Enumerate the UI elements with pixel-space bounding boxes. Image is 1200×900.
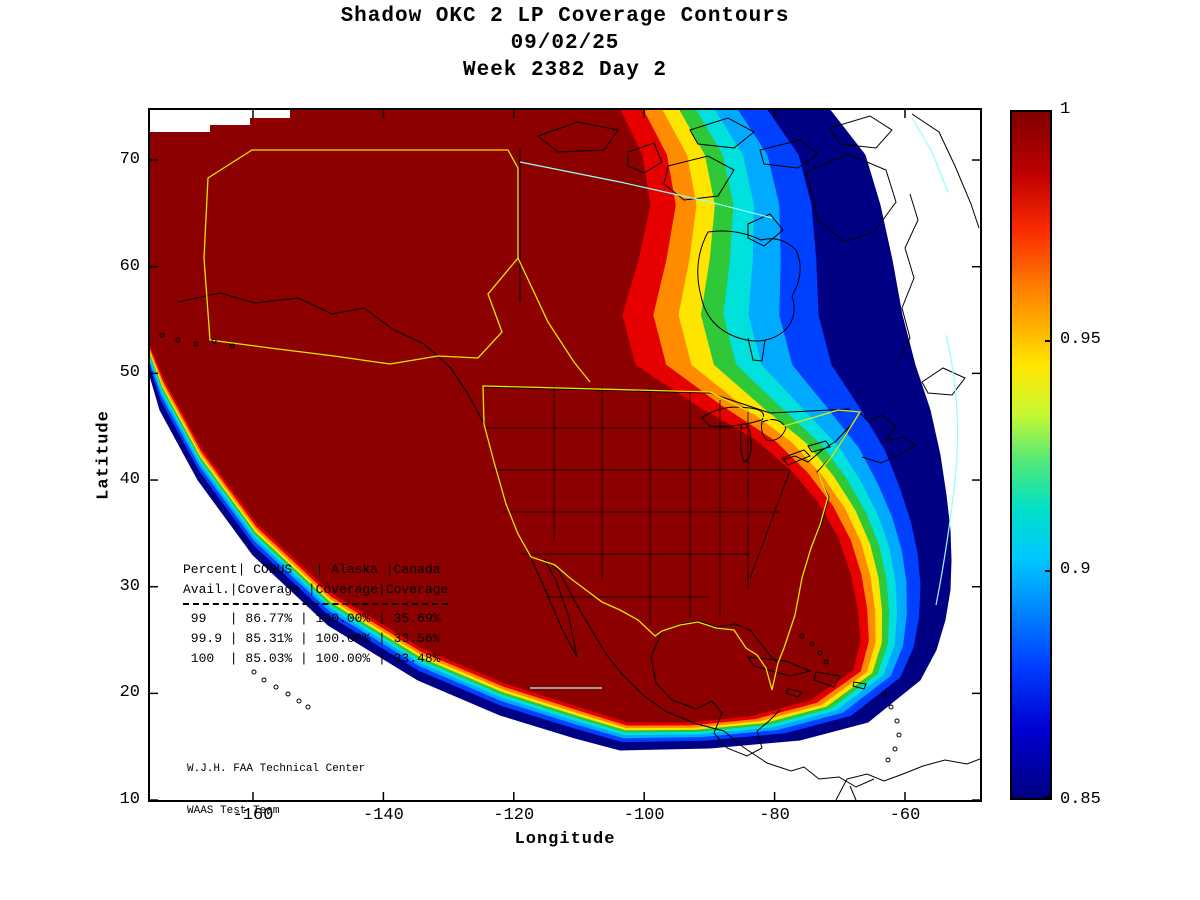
island-dot-5 bbox=[305, 704, 311, 710]
island-dot-10 bbox=[229, 343, 235, 349]
coastline-29 bbox=[781, 449, 811, 466]
x-tick-label--160: -160 bbox=[232, 806, 274, 825]
x-tick-label--100: -100 bbox=[623, 806, 665, 825]
y-tick-label-50: 50 bbox=[119, 363, 140, 383]
fir-boundary-0 bbox=[519, 161, 773, 219]
alaska-boundary-1 bbox=[203, 149, 519, 365]
coastline-14 bbox=[663, 155, 735, 201]
y-tick-label-10: 10 bbox=[119, 790, 140, 810]
island-dot-3 bbox=[285, 691, 291, 697]
coastline-25 bbox=[849, 785, 857, 800]
colorbar-tick-label-0.95: 0.95 bbox=[1060, 330, 1101, 349]
coverage-table-row-0: 99 | 86.77% | 100.00% | 35.69% bbox=[183, 611, 441, 626]
island-dot-1 bbox=[261, 677, 267, 683]
no-data-steps bbox=[150, 110, 290, 132]
colorbar-tick-mark bbox=[1045, 110, 1052, 112]
colorbar bbox=[1010, 110, 1052, 800]
coastline-15 bbox=[805, 153, 897, 243]
coverage-table-header-1: Avail.|Coverage |Coverage|Coverage bbox=[183, 582, 449, 597]
y-tick-label-60: 60 bbox=[119, 256, 140, 276]
coastline-23 bbox=[852, 681, 867, 690]
coastline-16 bbox=[747, 213, 784, 247]
island-dot-20 bbox=[885, 757, 891, 763]
island-dot-13 bbox=[817, 650, 823, 656]
coastline-24 bbox=[835, 758, 980, 800]
island-dot-8 bbox=[193, 341, 199, 347]
colorbar-tick-mark bbox=[1045, 796, 1052, 798]
colorbar-tick-label-0.85: 0.85 bbox=[1060, 790, 1101, 809]
island-dot-6 bbox=[159, 332, 165, 338]
coastline-18 bbox=[829, 115, 893, 149]
title-line-2: 09/02/25 bbox=[510, 32, 620, 55]
coastline-28 bbox=[761, 419, 787, 441]
coastline-10 bbox=[747, 337, 766, 362]
island-dot-18 bbox=[896, 732, 902, 738]
coverage-map-svg bbox=[150, 110, 980, 800]
colorbar-tick-mark bbox=[1045, 340, 1052, 342]
coastline-2 bbox=[543, 558, 875, 788]
credit-line-1: W.J.H. FAA Technical Center bbox=[187, 763, 366, 775]
island-dot-15 bbox=[881, 691, 887, 697]
colorbar-tick-mark bbox=[1045, 570, 1052, 572]
coverage-table-header-0: Percent| CONUS | Alaska |Canada bbox=[183, 562, 441, 577]
island-dot-12 bbox=[809, 641, 815, 647]
x-axis-label: Longitude bbox=[514, 830, 616, 849]
island-dot-4 bbox=[296, 698, 302, 704]
credit-annotation: W.J.H. FAA Technical Center WAAS Test Te… bbox=[187, 734, 365, 846]
state-border-11 bbox=[749, 469, 791, 579]
island-dot-2 bbox=[273, 684, 279, 690]
fir-boundary-1 bbox=[935, 334, 959, 606]
colorbar-tick-label-0.9: 0.9 bbox=[1060, 560, 1091, 579]
island-dot-7 bbox=[175, 337, 181, 343]
coastline-11 bbox=[536, 121, 619, 153]
x-tick-label--80: -80 bbox=[759, 806, 790, 825]
coastline-22 bbox=[785, 688, 803, 698]
island-dot-9 bbox=[211, 338, 217, 344]
fir-boundary-3 bbox=[911, 117, 949, 193]
y-tick-label-30: 30 bbox=[119, 576, 140, 596]
island-dot-17 bbox=[894, 718, 900, 724]
x-tick-label--60: -60 bbox=[889, 806, 921, 825]
colorbar-tick-label-1: 1 bbox=[1060, 100, 1071, 119]
coverage-table: Percent| CONUS | Alaska |Canada Avail.|Co… bbox=[183, 560, 448, 669]
coastline-4 bbox=[650, 630, 781, 757]
alaska-boundary-2 bbox=[517, 257, 591, 383]
coverage-table-separator bbox=[183, 603, 448, 605]
y-tick-label-20: 20 bbox=[119, 683, 140, 703]
coastline-32 bbox=[483, 386, 851, 414]
coastline-7 bbox=[897, 193, 919, 363]
credit-line-2: WAAS Test Team bbox=[187, 805, 280, 817]
y-tick-label-70: 70 bbox=[119, 150, 140, 170]
island-dot-11 bbox=[799, 633, 805, 639]
island-dot-16 bbox=[888, 704, 894, 710]
y-tick-label-40: 40 bbox=[119, 470, 140, 490]
coastline-13 bbox=[627, 142, 663, 174]
island-dot-0 bbox=[251, 669, 257, 675]
coastline-6 bbox=[781, 425, 851, 463]
coastline-5 bbox=[859, 412, 917, 464]
plot-title: Shadow OKC 2 LP Coverage Contours 09/02/… bbox=[150, 3, 980, 84]
map-plot-area: Percent| CONUS | Alaska |Canada Avail.|Co… bbox=[148, 108, 982, 817]
coastline-1 bbox=[543, 558, 578, 658]
coastline-19 bbox=[911, 113, 980, 229]
coverage-table-row-2: 100 | 85.03% | 100.00% | 33.48% bbox=[183, 651, 441, 666]
coastline-30 bbox=[807, 440, 831, 453]
title-line-3: Week 2382 Day 2 bbox=[462, 59, 668, 82]
coastline-17 bbox=[759, 139, 819, 169]
coastline-26 bbox=[701, 406, 764, 427]
conus-boundary bbox=[482, 385, 862, 691]
coastline-21 bbox=[813, 671, 841, 688]
x-tick-label--120: -120 bbox=[493, 806, 535, 825]
title-line-1: Shadow OKC 2 LP Coverage Contours bbox=[340, 5, 790, 28]
coverage-table-row-1: 99.9 | 85.31% | 100.00% | 33.56% bbox=[183, 631, 441, 646]
island-dot-14 bbox=[823, 659, 829, 665]
coastline-12 bbox=[689, 117, 755, 149]
coastline-0 bbox=[177, 292, 578, 658]
contour-band-1 bbox=[150, 110, 861, 723]
x-tick-label--140: -140 bbox=[362, 806, 404, 825]
coastline-8 bbox=[921, 367, 966, 396]
island-dot-19 bbox=[892, 746, 898, 752]
coastline-9 bbox=[697, 230, 801, 342]
